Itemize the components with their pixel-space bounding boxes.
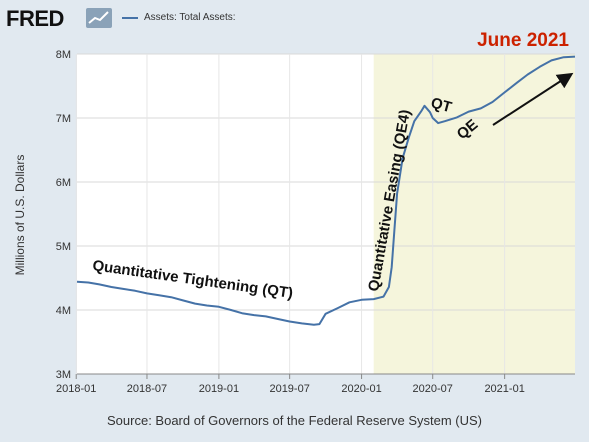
chart-header: FRED Assets: Total Assets: (0, 0, 589, 34)
source-note: Source: Board of Governors of the Federa… (107, 413, 482, 428)
x-tick-label: 2020-01 (341, 383, 381, 395)
annotation-qt-short: QT (429, 94, 454, 116)
y-tick-label: 8M (56, 49, 71, 61)
chart-legend: Assets: Total Assets: (122, 12, 236, 23)
y-tick-label: 6M (56, 177, 71, 189)
x-tick-label: 2021-01 (484, 383, 524, 395)
x-tick-label: 2018-07 (127, 383, 167, 395)
y-axis-label: Millions of U.S. Dollars (13, 154, 27, 276)
date-annotation: June 2021 (477, 30, 569, 51)
legend-series-swatch (122, 16, 138, 19)
y-tick-label: 5M (56, 241, 71, 253)
series-line-total-assets[interactable] (76, 55, 576, 326)
legend-series-label: Assets: Total Assets: (144, 12, 236, 23)
shaded-period (373, 54, 575, 374)
fred-logo[interactable]: FRED (6, 6, 64, 31)
x-tick-label: 2018-01 (56, 383, 96, 395)
x-tick-label: 2020-07 (413, 383, 453, 395)
line-chart-icon (86, 8, 112, 28)
x-tick-label: 2019-01 (199, 383, 239, 395)
x-tick-label: 2019-07 (269, 383, 309, 395)
trend-arrow (492, 72, 574, 126)
y-tick-label: 3M (56, 369, 71, 381)
y-tick-label: 7M (56, 113, 71, 125)
y-tick-label: 4M (56, 305, 71, 317)
